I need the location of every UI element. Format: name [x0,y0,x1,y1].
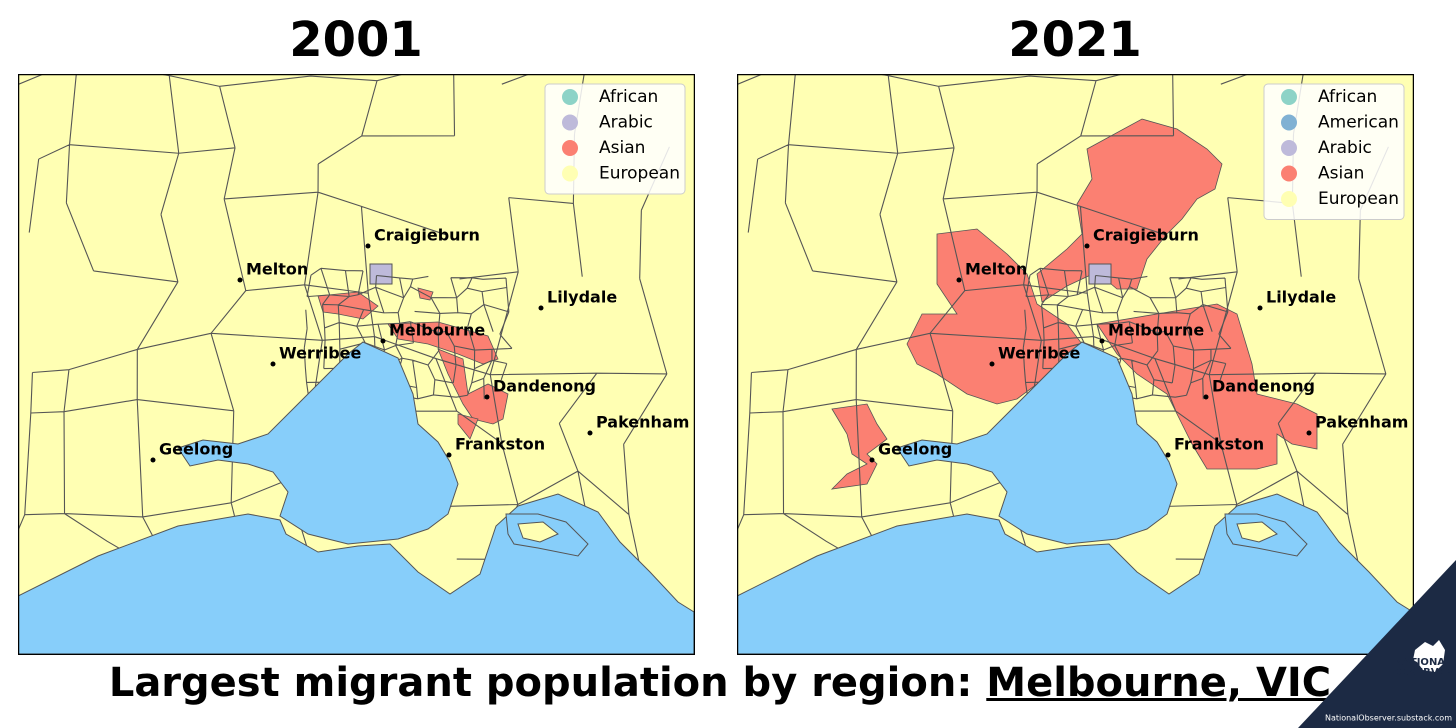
city-dot [869,457,875,463]
map-title: 2021 [1008,12,1142,68]
city-label: Lilydale [547,288,617,307]
logo-background [1298,560,1456,728]
city-dot [270,361,276,367]
legend-swatch [1281,191,1297,207]
city-label: Melton [965,260,1027,279]
map-frame [737,74,1414,655]
legend-label: European [1318,189,1399,209]
city-label: Pakenham [596,413,689,432]
legend-box [1263,83,1405,220]
city-dot [484,394,490,400]
bay [177,341,459,545]
caption-text: Largest migrant population by region: [108,660,973,706]
map-frame [18,74,695,655]
city-label: Melbourne [389,321,485,340]
city-dot [1099,338,1105,344]
city-dot [380,338,386,344]
city-label: Werribee [998,344,1081,363]
asian-region [1096,303,1318,470]
logo: NATIONAL OBSERVER NationalObserver.subst… [1298,560,1456,728]
map-panel: Craigieburn Melton Lilydale Melbourne Werrib… [18,74,695,655]
city-label: Melbourne [1108,321,1204,340]
asian-region [457,413,479,440]
city-dot [538,305,544,311]
city-dot [1306,430,1312,436]
city-dot [446,452,452,458]
region-boundary [1022,267,1232,406]
legend-label: African [599,87,658,107]
arabic-region [1088,263,1112,285]
city-label: Frankston [455,435,545,454]
city-dot [365,243,371,249]
logo-name: NATIONAL [1395,657,1452,668]
caption: Largest migrant population by region: Me… [0,658,1440,708]
legend-swatch [562,114,578,131]
logo-url: NationalObserver.substack.com [1325,714,1452,723]
legend-swatch [562,140,578,156]
legend-label: Arabic [1318,138,1372,158]
map-panel: Craigieburn Melton Lilydale Melbourne Werrib… [737,74,1414,655]
legend-swatch [1281,114,1297,131]
legend-label: American [1318,113,1399,133]
bay [896,341,1178,545]
legend-swatch [562,165,578,182]
logo-name: OBSERVER [1393,667,1453,678]
legend-box [544,83,686,195]
arabic-region [369,263,393,285]
legend-swatch [1281,165,1297,182]
legend-swatch [1281,89,1297,105]
city-label: Pakenham [1315,413,1408,432]
city-label: Geelong [159,440,233,459]
map-title: 2001 [289,12,423,68]
city-label: Dandenong [1212,377,1315,396]
city-dot [1165,452,1171,458]
island [517,521,559,543]
legend-label: Asian [1318,164,1364,184]
legend-label: Arabic [599,113,653,133]
caption-place: Melbourne, VIC [986,660,1332,706]
asian-region [830,403,888,490]
legend-label: European [599,164,680,184]
city-label: Craigieburn [374,226,480,245]
city-label: Werribee [279,344,362,363]
city-label: Dandenong [493,377,596,396]
city-dot [150,457,156,463]
city-dot [1203,394,1209,400]
city-label: Melton [246,260,308,279]
legend-label: Asian [599,138,645,158]
logo-icon [1413,640,1445,672]
city-dot [956,277,962,283]
city-label: Lilydale [1266,288,1336,307]
city-dot [989,361,995,367]
region-boundary [303,267,513,406]
city-dot [587,430,593,436]
city-dot [1084,243,1090,249]
island [1236,521,1278,543]
city-dot [237,277,243,283]
city-label: Craigieburn [1093,226,1199,245]
asian-region [1036,118,1223,303]
legend-swatch [562,89,578,105]
city-dot [1257,305,1263,311]
legend-swatch [1281,140,1297,156]
city-label: Geelong [878,440,952,459]
legend-label: African [1318,87,1377,107]
city-label: Frankston [1174,435,1264,454]
